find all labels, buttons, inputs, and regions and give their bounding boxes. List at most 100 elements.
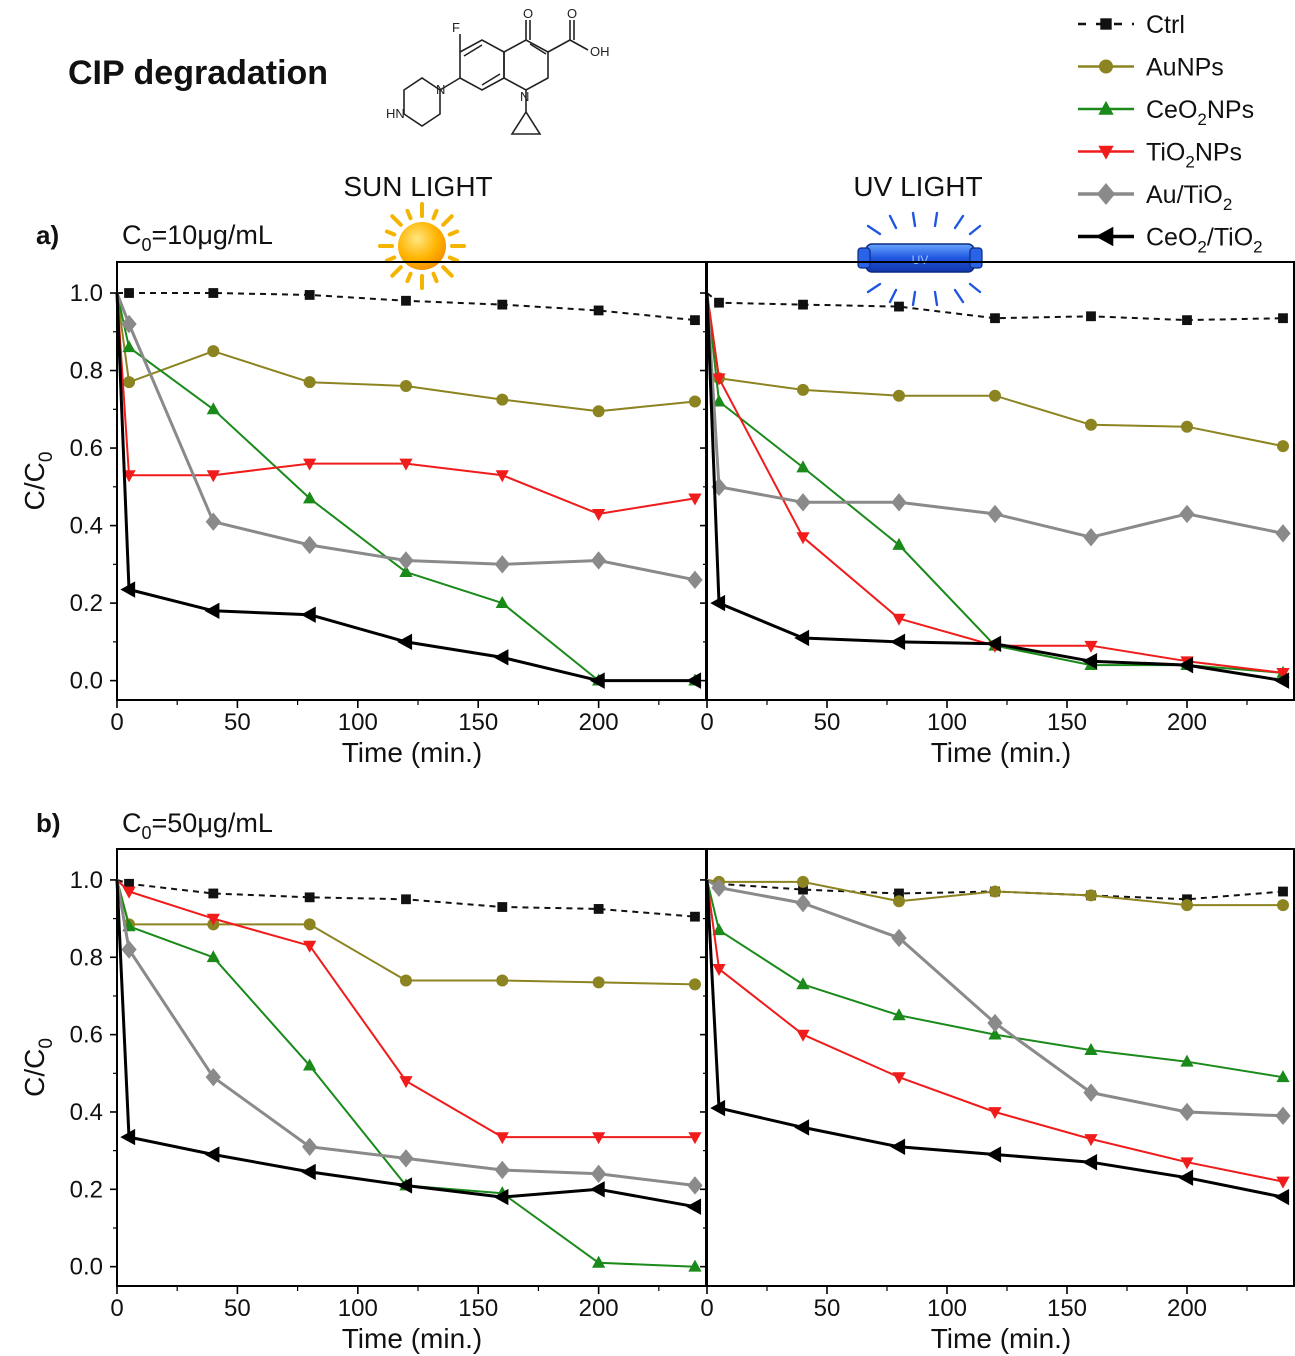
data-point xyxy=(1274,672,1290,689)
panel-a-label: a) xyxy=(36,220,59,250)
uv-ray xyxy=(866,282,882,294)
data-point xyxy=(688,1259,702,1272)
data-point xyxy=(1086,311,1096,322)
legend-marker xyxy=(1100,18,1112,30)
series-ceo2-tio2 xyxy=(705,292,1290,689)
data-point xyxy=(1084,1134,1098,1147)
legend-label: TiO2NPs xyxy=(1146,139,1242,172)
series-tio2nps xyxy=(706,292,1290,680)
data-point xyxy=(797,383,809,396)
x-tick-label: 200 xyxy=(579,709,619,736)
data-point xyxy=(894,301,904,312)
series-line xyxy=(115,292,696,582)
data-point xyxy=(495,470,509,483)
legend-marker xyxy=(1099,59,1113,74)
uv-ray xyxy=(888,214,898,230)
series-ceo2nps xyxy=(116,292,702,686)
data-point xyxy=(120,1128,136,1146)
series-line xyxy=(706,292,1284,674)
data-point xyxy=(1082,1154,1098,1171)
series-ctrl xyxy=(117,288,700,326)
data-point xyxy=(206,470,220,483)
data-point xyxy=(208,288,219,298)
legend-label: CeO2/TiO2 xyxy=(1146,224,1263,257)
data-point xyxy=(798,299,808,310)
series-ctrl xyxy=(116,878,700,922)
y-tick-label: 0.6 xyxy=(70,1022,103,1049)
series-line xyxy=(116,879,695,1139)
data-point xyxy=(206,950,220,963)
data-point xyxy=(892,1008,906,1021)
x-tick-label: 100 xyxy=(338,1295,378,1322)
data-point xyxy=(797,875,809,888)
data-point xyxy=(1179,504,1195,524)
data-point xyxy=(300,606,316,623)
x-tick-label: 200 xyxy=(1167,1295,1207,1322)
data-point xyxy=(303,376,316,389)
data-point xyxy=(1180,1157,1194,1170)
sun-ray xyxy=(390,265,403,278)
x-tick-label: 100 xyxy=(927,1295,967,1322)
series-ceo2nps xyxy=(706,292,1290,678)
series-ceo2nps xyxy=(116,879,702,1272)
data-point xyxy=(494,1160,510,1180)
legend-item: AuNPs xyxy=(1078,54,1224,82)
data-point xyxy=(690,315,700,326)
data-point xyxy=(304,892,315,903)
data-point xyxy=(712,373,726,386)
data-point xyxy=(1278,886,1288,897)
data-point xyxy=(303,940,317,953)
x-tick-label: 0 xyxy=(110,1295,123,1322)
data-point xyxy=(710,1099,726,1117)
y-axis-label: C/C0 xyxy=(19,452,57,511)
x-axis-label: Time (min.) xyxy=(931,737,1072,768)
data-point xyxy=(1181,420,1193,433)
data-point xyxy=(986,1146,1002,1163)
data-point xyxy=(893,389,905,402)
data-point xyxy=(1085,418,1097,431)
series-line xyxy=(706,878,1284,901)
concentration-label-a: C0=10μg/mL xyxy=(122,220,273,255)
series-ceo2-tio2 xyxy=(115,292,702,689)
data-point xyxy=(796,460,810,473)
legend-item: Au/TiO2 xyxy=(1078,181,1232,214)
data-point xyxy=(592,1255,606,1268)
data-point xyxy=(1181,899,1193,912)
data-point xyxy=(399,380,412,393)
data-point xyxy=(589,1181,605,1198)
legend-marker xyxy=(1096,183,1116,205)
sun-ray xyxy=(447,229,460,237)
series-tio2nps xyxy=(116,292,702,522)
data-point xyxy=(122,886,136,899)
series-line xyxy=(706,292,1284,674)
data-point xyxy=(795,493,811,512)
data-point xyxy=(710,594,726,612)
data-point xyxy=(208,888,219,899)
molecule-atom-o-acid: O xyxy=(567,6,577,21)
x-tick-label: 200 xyxy=(579,1295,619,1322)
data-point xyxy=(795,893,811,913)
data-point xyxy=(1084,1043,1098,1055)
sun-ray xyxy=(390,214,403,227)
sun-ray xyxy=(431,271,439,284)
benzene-ring xyxy=(459,39,505,91)
series-ctrl xyxy=(706,292,1288,326)
series-line xyxy=(706,878,1283,907)
data-point xyxy=(399,1076,413,1089)
data-point xyxy=(496,393,509,406)
sun-ray xyxy=(447,255,460,263)
y-tick-label: 0.8 xyxy=(70,358,103,385)
data-point xyxy=(398,551,414,570)
uv-light-heading: UV LIGHT xyxy=(853,171,982,202)
series-line xyxy=(705,292,1284,539)
x-tick-label: 200 xyxy=(1167,709,1207,736)
legend: Ctrl AuNPs CeO2NPs TiO2NPs Au/TiO2 CeO2/TiO2 xyxy=(1078,11,1263,257)
series-line xyxy=(116,879,696,1268)
uv-ray xyxy=(933,290,939,307)
data-point xyxy=(592,1132,606,1145)
data-point xyxy=(493,649,509,666)
data-point xyxy=(1276,1176,1290,1189)
y-tick-label: 1.0 xyxy=(70,280,103,307)
data-point xyxy=(989,885,1001,898)
uv-ray xyxy=(888,288,898,304)
